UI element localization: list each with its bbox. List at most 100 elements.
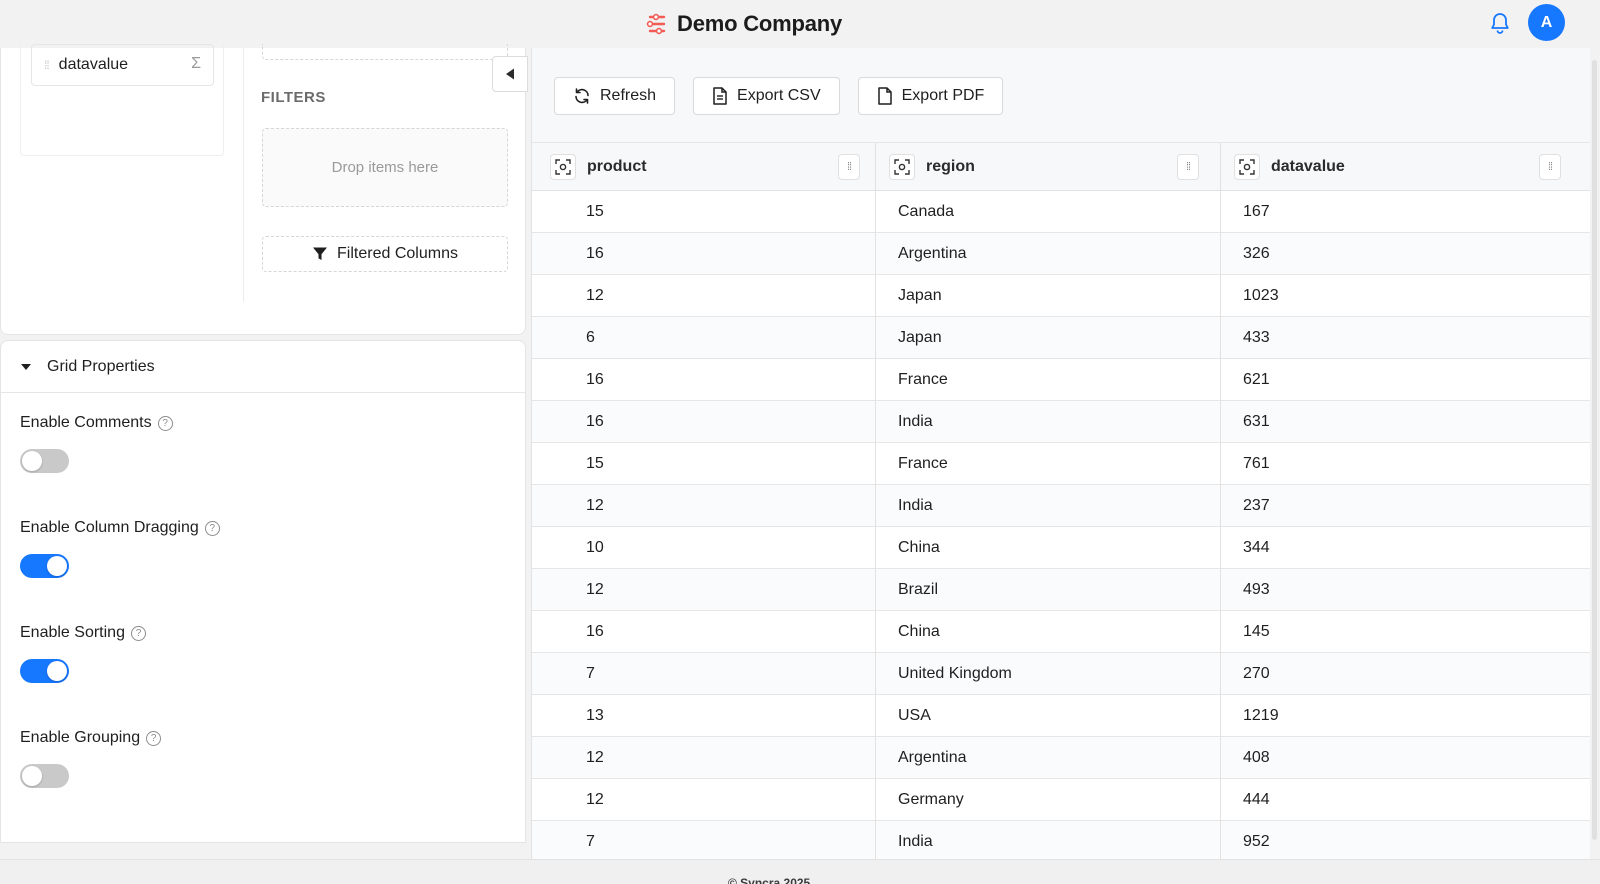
table-row[interactable]: 15 France 761 <box>532 443 1591 485</box>
table-row[interactable]: 16 China 145 <box>532 611 1591 653</box>
table-cell-datavalue[interactable]: 952 <box>1243 833 1270 850</box>
table-row[interactable]: 7 India 952 <box>532 821 1591 859</box>
table-cell-region[interactable]: India <box>898 833 933 850</box>
table-cell-region[interactable]: Japan <box>898 329 942 346</box>
table-cell-product[interactable]: 10 <box>586 539 604 556</box>
table-cell-datavalue[interactable]: 621 <box>1243 371 1270 388</box>
table-cell-datavalue[interactable]: 493 <box>1243 581 1270 598</box>
column-separator[interactable] <box>1220 143 1221 859</box>
table-row[interactable]: 12 Brazil 493 <box>532 569 1591 611</box>
table-cell-region[interactable]: China <box>898 539 940 556</box>
column-menu-button[interactable]: ⁞⁞ <box>1539 154 1561 180</box>
table-cell-product[interactable]: 7 <box>586 833 595 850</box>
column-header-datavalue[interactable]: datavalue <box>1234 143 1345 191</box>
brand[interactable]: Demo Company <box>646 10 842 38</box>
top-bar: Demo Company A <box>0 0 1600 48</box>
pivot-config-panel: ⁞⁞ datavalue Σ FILTERS Drop items here F… <box>0 44 528 859</box>
column-separator[interactable] <box>875 143 876 859</box>
table-cell-product[interactable]: 16 <box>586 245 604 262</box>
table-cell-datavalue[interactable]: 326 <box>1243 245 1270 262</box>
table-row[interactable]: 7 United Kingdom 270 <box>532 653 1591 695</box>
enable-column-dragging-toggle[interactable] <box>20 554 69 578</box>
drag-handle-icon[interactable]: ⁞⁞ <box>44 58 50 72</box>
column-type-icon[interactable] <box>889 154 915 180</box>
table-cell-datavalue[interactable]: 1219 <box>1243 707 1279 724</box>
user-avatar[interactable]: A <box>1528 4 1565 41</box>
help-icon[interactable]: ? <box>146 730 162 746</box>
table-cell-datavalue[interactable]: 237 <box>1243 497 1270 514</box>
column-type-icon[interactable] <box>550 154 576 180</box>
table-cell-region[interactable]: Argentina <box>898 749 967 766</box>
page-scrollbar-thumb[interactable] <box>1592 60 1597 840</box>
table-cell-region[interactable]: United Kingdom <box>898 665 1012 682</box>
table-cell-product[interactable]: 12 <box>586 497 604 514</box>
enable-comments-toggle[interactable] <box>20 449 69 473</box>
sum-aggregation-icon[interactable]: Σ <box>191 55 201 72</box>
refresh-label: Refresh <box>600 87 657 104</box>
enable-sorting-toggle[interactable] <box>20 659 69 683</box>
table-cell-region[interactable]: India <box>898 413 933 430</box>
table-cell-product[interactable]: 6 <box>586 329 595 346</box>
table-cell-datavalue[interactable]: 344 <box>1243 539 1270 556</box>
filters-drop-zone[interactable]: Drop items here <box>262 128 508 207</box>
table-cell-datavalue[interactable]: 631 <box>1243 413 1270 430</box>
table-row[interactable]: 12 India 237 <box>532 485 1591 527</box>
table-cell-region[interactable]: France <box>898 455 948 472</box>
table-cell-region[interactable]: USA <box>898 707 931 724</box>
enable-grouping-toggle[interactable] <box>20 764 69 788</box>
help-icon[interactable]: ? <box>204 520 220 536</box>
table-cell-datavalue[interactable]: 145 <box>1243 623 1270 640</box>
column-type-icon[interactable] <box>1234 154 1260 180</box>
table-cell-region[interactable]: India <box>898 497 933 514</box>
table-cell-product[interactable]: 16 <box>586 371 604 388</box>
table-cell-product[interactable]: 7 <box>586 665 595 682</box>
table-cell-region[interactable]: Argentina <box>898 245 967 262</box>
table-cell-product[interactable]: 12 <box>586 749 604 766</box>
export-pdf-button[interactable]: Export PDF <box>857 77 1004 115</box>
table-cell-datavalue[interactable]: 761 <box>1243 455 1270 472</box>
table-row[interactable]: 12 Argentina 408 <box>532 737 1591 779</box>
column-header-product[interactable]: product <box>550 143 647 191</box>
table-cell-region[interactable]: France <box>898 371 948 388</box>
table-cell-product[interactable]: 16 <box>586 623 604 640</box>
table-row[interactable]: 12 Japan 1023 <box>532 275 1591 317</box>
field-chip-datavalue[interactable]: ⁞⁞ datavalue Σ <box>31 44 214 86</box>
refresh-button[interactable]: Refresh <box>554 77 676 115</box>
table-cell-datavalue[interactable]: 433 <box>1243 329 1270 346</box>
help-icon[interactable]: ? <box>157 415 173 431</box>
table-cell-region[interactable]: Canada <box>898 203 955 220</box>
column-menu-button[interactable]: ⁞⁞ <box>838 154 860 180</box>
table-cell-product[interactable]: 15 <box>586 203 604 220</box>
table-row[interactable]: 12 Germany 444 <box>532 779 1591 821</box>
export-csv-button[interactable]: Export CSV <box>693 77 840 115</box>
help-icon[interactable]: ? <box>130 625 146 641</box>
table-cell-datavalue[interactable]: 270 <box>1243 665 1270 682</box>
table-cell-datavalue[interactable]: 444 <box>1243 791 1270 808</box>
table-cell-product[interactable]: 12 <box>586 287 604 304</box>
table-cell-region[interactable]: China <box>898 623 940 640</box>
collapse-panel-button[interactable] <box>492 56 528 92</box>
table-row[interactable]: 13 USA 1219 <box>532 695 1591 737</box>
table-cell-product[interactable]: 15 <box>586 455 604 472</box>
table-cell-datavalue[interactable]: 408 <box>1243 749 1270 766</box>
table-row[interactable]: 16 India 631 <box>532 401 1591 443</box>
column-menu-button[interactable]: ⁞⁞ <box>1177 154 1199 180</box>
table-cell-datavalue[interactable]: 167 <box>1243 203 1270 220</box>
grid-properties-header[interactable]: Grid Properties <box>1 341 525 393</box>
table-row[interactable]: 6 Japan 433 <box>532 317 1591 359</box>
notification-bell-icon[interactable] <box>1488 11 1512 35</box>
table-cell-product[interactable]: 13 <box>586 707 604 724</box>
table-cell-product[interactable]: 12 <box>586 581 604 598</box>
table-row[interactable]: 15 Canada 167 <box>532 191 1591 233</box>
table-row[interactable]: 16 Argentina 326 <box>532 233 1591 275</box>
filtered-columns-button[interactable]: Filtered Columns <box>262 236 508 272</box>
table-row[interactable]: 16 France 621 <box>532 359 1591 401</box>
table-cell-region[interactable]: Brazil <box>898 581 939 598</box>
table-cell-region[interactable]: Germany <box>898 791 964 808</box>
table-cell-product[interactable]: 12 <box>586 791 604 808</box>
table-cell-datavalue[interactable]: 1023 <box>1243 287 1279 304</box>
column-header-region[interactable]: region <box>889 143 975 191</box>
table-cell-region[interactable]: Japan <box>898 287 942 304</box>
table-cell-product[interactable]: 16 <box>586 413 604 430</box>
table-row[interactable]: 10 China 344 <box>532 527 1591 569</box>
